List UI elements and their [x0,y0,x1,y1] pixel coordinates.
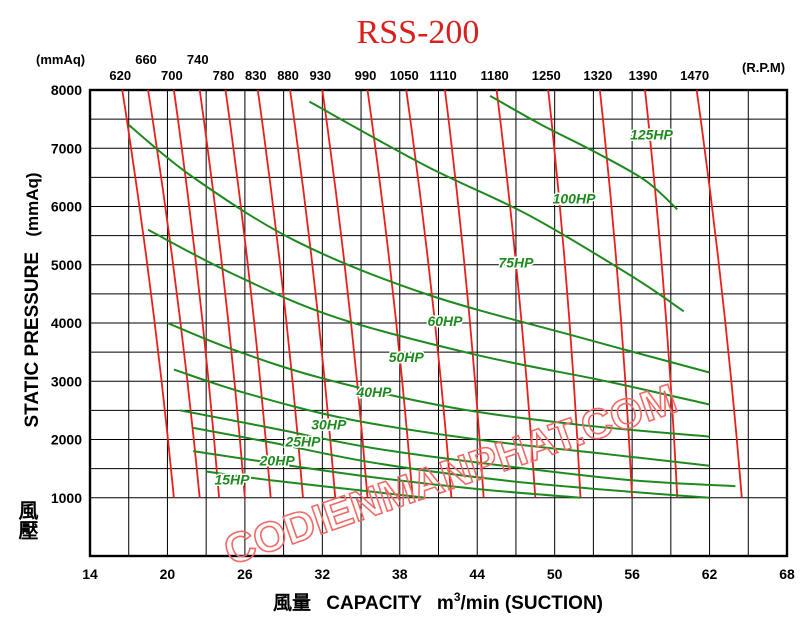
rpm-label-1320: 1320 [583,68,612,83]
hp-curve-125HP [489,94,678,211]
rpm-label-1390: 1390 [629,68,658,83]
x-axis-title: 風量 CAPACITY m3/min (SUCTION) [273,590,603,614]
rpm-curve-830 [256,89,304,498]
x-tick-label: 68 [779,566,795,582]
rpm-curve-1470 [695,89,743,498]
rpm-curve-1180 [495,89,537,498]
top-unit-left-label: (mmAq) [36,52,85,67]
hp-label-125HP: 125HP [630,127,673,143]
rpm-curve-1050 [405,89,453,498]
plot-frame [88,88,789,558]
x-tick-label: 56 [624,566,640,582]
rpm-curve-660 [147,89,201,498]
hp-curve-25HP [193,426,710,499]
axis-ticks: 14 20 26 32 38 44 50 56 62 68 1000 2000 3000 4000 5000… [51,82,795,582]
rpm-label-660: 660 [135,52,157,67]
y-tick-label: 1000 [51,490,82,506]
y-axis-title: STATIC PRESSURE (mmAq) [22,172,43,427]
rpm-curve-990 [366,89,414,498]
x-axis-title-unit: m [437,593,454,614]
rpm-label-990: 990 [355,68,377,83]
rpm-curve-1320 [598,89,634,498]
y-tick-label: 4000 [51,315,82,331]
rpm-curve-1250 [547,89,582,498]
rpm-curve-1110 [444,89,485,498]
rpm-label-1470: 1470 [680,68,709,83]
hp-curve-40HP [173,368,710,467]
rpm-label-1050: 1050 [390,68,419,83]
hp-curve-20HP [193,450,581,499]
x-tick-label: 44 [469,566,485,582]
hp-label-60HP: 60HP [427,313,463,329]
x-tick-label: 26 [237,566,253,582]
hp-label-50HP: 50HP [389,349,425,365]
rpm-curve-780 [224,89,272,498]
rpm-label-1110: 1110 [429,68,457,83]
x-axis-title-cjk: 風量 [273,592,311,614]
y-tick-label: 8000 [51,82,82,98]
hp-label-30HP: 30HP [311,417,347,433]
hp-label-15HP: 15HP [214,471,250,487]
x-axis-title-unit-sup: 3 [454,590,461,604]
rpm-curve-620 [121,89,175,498]
y-axis-title-cjk: 風壓 [15,500,38,540]
hp-curve-75HP [128,124,710,374]
top-unit-right-label: (R.P.M) [742,60,785,75]
rpm-curve-740 [198,89,246,498]
hp-label-75HP: 75HP [498,255,534,271]
x-tick-label: 38 [392,566,408,582]
y-tick-label: 6000 [51,199,82,215]
hp-label-100HP: 100HP [553,191,596,207]
rpm-label-930: 930 [309,68,331,83]
hp-label-40HP: 40HP [355,384,392,400]
hp-curves [128,94,736,499]
hp-curve-100HP [308,100,685,313]
y-axis-title-main: STATIC PRESSURE [22,252,43,428]
x-tick-label: 20 [160,566,176,582]
y-tick-label: 5000 [51,257,82,273]
grid [88,88,789,558]
x-axis-title-unit-rest: /min (SUCTION) [461,593,604,614]
rpm-label-830: 830 [245,68,267,83]
hp-curve-30HP [180,409,736,488]
x-tick-label: 32 [315,566,331,582]
svg-text:STATIC PRESSURE (mmAq): STATIC PRESSURE (mmAq) [22,172,43,427]
rpm-curves [121,89,743,498]
rpm-label-620: 620 [109,68,131,83]
rpm-curve-700 [173,89,220,498]
x-tick-label: 14 [82,566,98,582]
y-tick-label: 3000 [51,373,82,389]
hp-curve-50HP [167,322,710,438]
chart-title: RSS-200 [357,14,480,51]
rpm-label-740: 740 [187,52,209,67]
y-axis-title-unit: (mmAq) [23,172,42,236]
x-tick-label: 62 [702,566,718,582]
rpm-curve-1390 [644,89,679,498]
hp-label-20HP: 20HP [259,453,296,469]
y-tick-label: 7000 [51,140,82,156]
rpm-label-780: 780 [213,68,235,83]
rpm-curve-880 [289,89,337,498]
rpm-curve-930 [321,89,369,498]
y-tick-label: 2000 [51,432,82,448]
rpm-label-700: 700 [161,68,183,83]
x-axis-title-main: CAPACITY [326,593,422,614]
hp-label-25HP: 25HP [284,433,321,449]
rpm-label-880: 880 [277,68,299,83]
rpm-label-1180: 1180 [480,68,508,83]
hp-curve-15HP [206,470,426,499]
hp-curve-60HP [147,228,710,406]
rpm-labels: 620 660 700 740 780 830 880 930 990 1050 1110 1180 1… [109,52,709,83]
rpm-label-1250: 1250 [532,68,561,83]
x-tick-label: 50 [547,566,563,582]
